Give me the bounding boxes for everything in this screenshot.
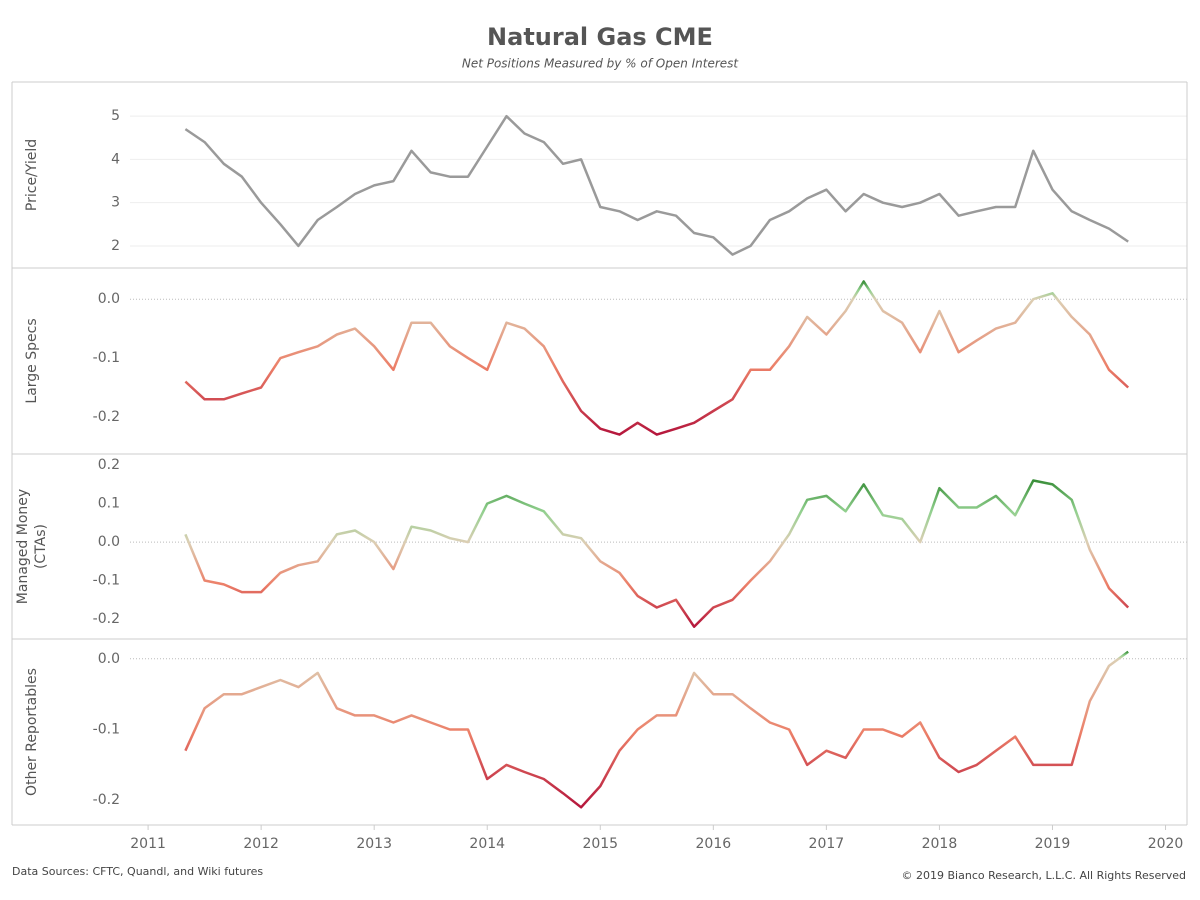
y-tick-label: 4 xyxy=(111,151,120,167)
y-tick-label: 0.1 xyxy=(98,496,120,512)
y-tick-label: 5 xyxy=(111,108,120,124)
y-axis-label: Large Specs xyxy=(24,318,40,403)
x-tick-label: 2013 xyxy=(356,836,392,852)
x-tick-label: 2014 xyxy=(469,836,505,852)
y-tick-label: -0.1 xyxy=(93,350,120,366)
y-tick-label: 0.0 xyxy=(98,534,120,550)
y-tick-label: 2 xyxy=(111,238,120,254)
y-tick-label: -0.2 xyxy=(93,611,120,627)
data-line xyxy=(184,479,1130,628)
y-axis-label: Managed Money xyxy=(15,489,31,604)
source-note: Data Sources: CFTC, Quandl, and Wiki fut… xyxy=(12,865,263,878)
y-axis-label: (CTAs) xyxy=(33,524,49,569)
x-tick-label: 2011 xyxy=(130,836,166,852)
y-tick-label: 3 xyxy=(111,195,120,211)
x-tick-label: 2020 xyxy=(1148,836,1184,852)
y-tick-label: -0.1 xyxy=(93,573,120,589)
data-line xyxy=(184,280,1130,436)
y-tick-label: 0.2 xyxy=(98,457,120,473)
data-line xyxy=(184,114,1129,256)
y-tick-label: 0.0 xyxy=(98,291,120,307)
y-tick-label: 0.0 xyxy=(98,651,120,667)
y-axis-label: Price/Yield xyxy=(24,139,40,211)
x-tick-label: 2017 xyxy=(809,836,845,852)
y-tick-label: -0.1 xyxy=(93,722,120,738)
chart-subtitle: Net Positions Measured by % of Open Inte… xyxy=(462,57,740,71)
y-axis-label: Other Reportables xyxy=(24,668,40,796)
copyright-note: © 2019 Bianco Research, L.L.C. All Right… xyxy=(902,869,1186,882)
x-tick-label: 2018 xyxy=(922,836,958,852)
data-line xyxy=(184,650,1129,809)
y-tick-label: -0.2 xyxy=(93,409,120,425)
x-tick-label: 2012 xyxy=(243,836,279,852)
x-tick-label: 2015 xyxy=(582,836,618,852)
x-tick-label: 2019 xyxy=(1035,836,1071,852)
y-tick-label: -0.2 xyxy=(93,792,120,808)
chart-title: Natural Gas CME xyxy=(487,23,713,51)
x-tick-label: 2016 xyxy=(696,836,732,852)
